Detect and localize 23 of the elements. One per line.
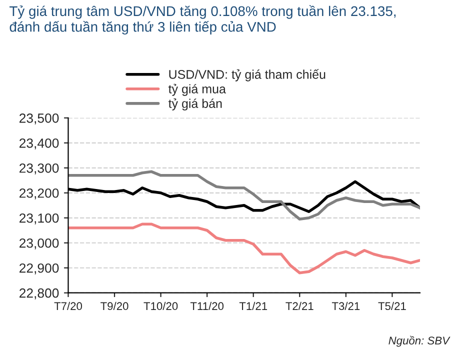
y-tick-label: 23,200 <box>20 188 59 200</box>
x-tick-label: T9/20 <box>100 302 128 310</box>
y-tick-label: 23,000 <box>20 238 59 250</box>
legend-label: tỷ giá bán <box>168 98 222 110</box>
legend-label: tỷ giá mua <box>168 84 226 96</box>
line-series <box>68 170 420 221</box>
x-tick-label: T7/20 <box>54 302 82 310</box>
x-tick-label: T11/20 <box>190 302 224 310</box>
y-tick-label: 22,900 <box>20 263 59 274</box>
y-tick-label: 23,100 <box>20 213 59 224</box>
x-tick-label: T3/21 <box>332 302 360 310</box>
line-series <box>68 222 420 274</box>
chart-title: Tỷ giá trung tâm USD/VND tăng 0.108% trong tuần lên 23.135, đánh dấu tuần tăng thứ 3 liên tiếp của VND <box>10 5 396 35</box>
legend-label: USD/VND: tỷ giá tham chiếu <box>169 69 326 82</box>
x-tick-label: T2/21 <box>286 302 314 310</box>
y-tick-label: 23,300 <box>20 163 59 174</box>
y-tick-label: 23,400 <box>20 138 59 150</box>
y-tick-label: 23,500 <box>20 113 59 124</box>
x-tick-label: T1/21 <box>239 302 268 310</box>
x-tick-label: T5/21 <box>378 302 406 310</box>
text: Nguồn: SBV <box>388 336 450 347</box>
y-tick-label: 22,800 <box>20 288 59 300</box>
x-tick-label: T10/20 <box>144 302 178 310</box>
